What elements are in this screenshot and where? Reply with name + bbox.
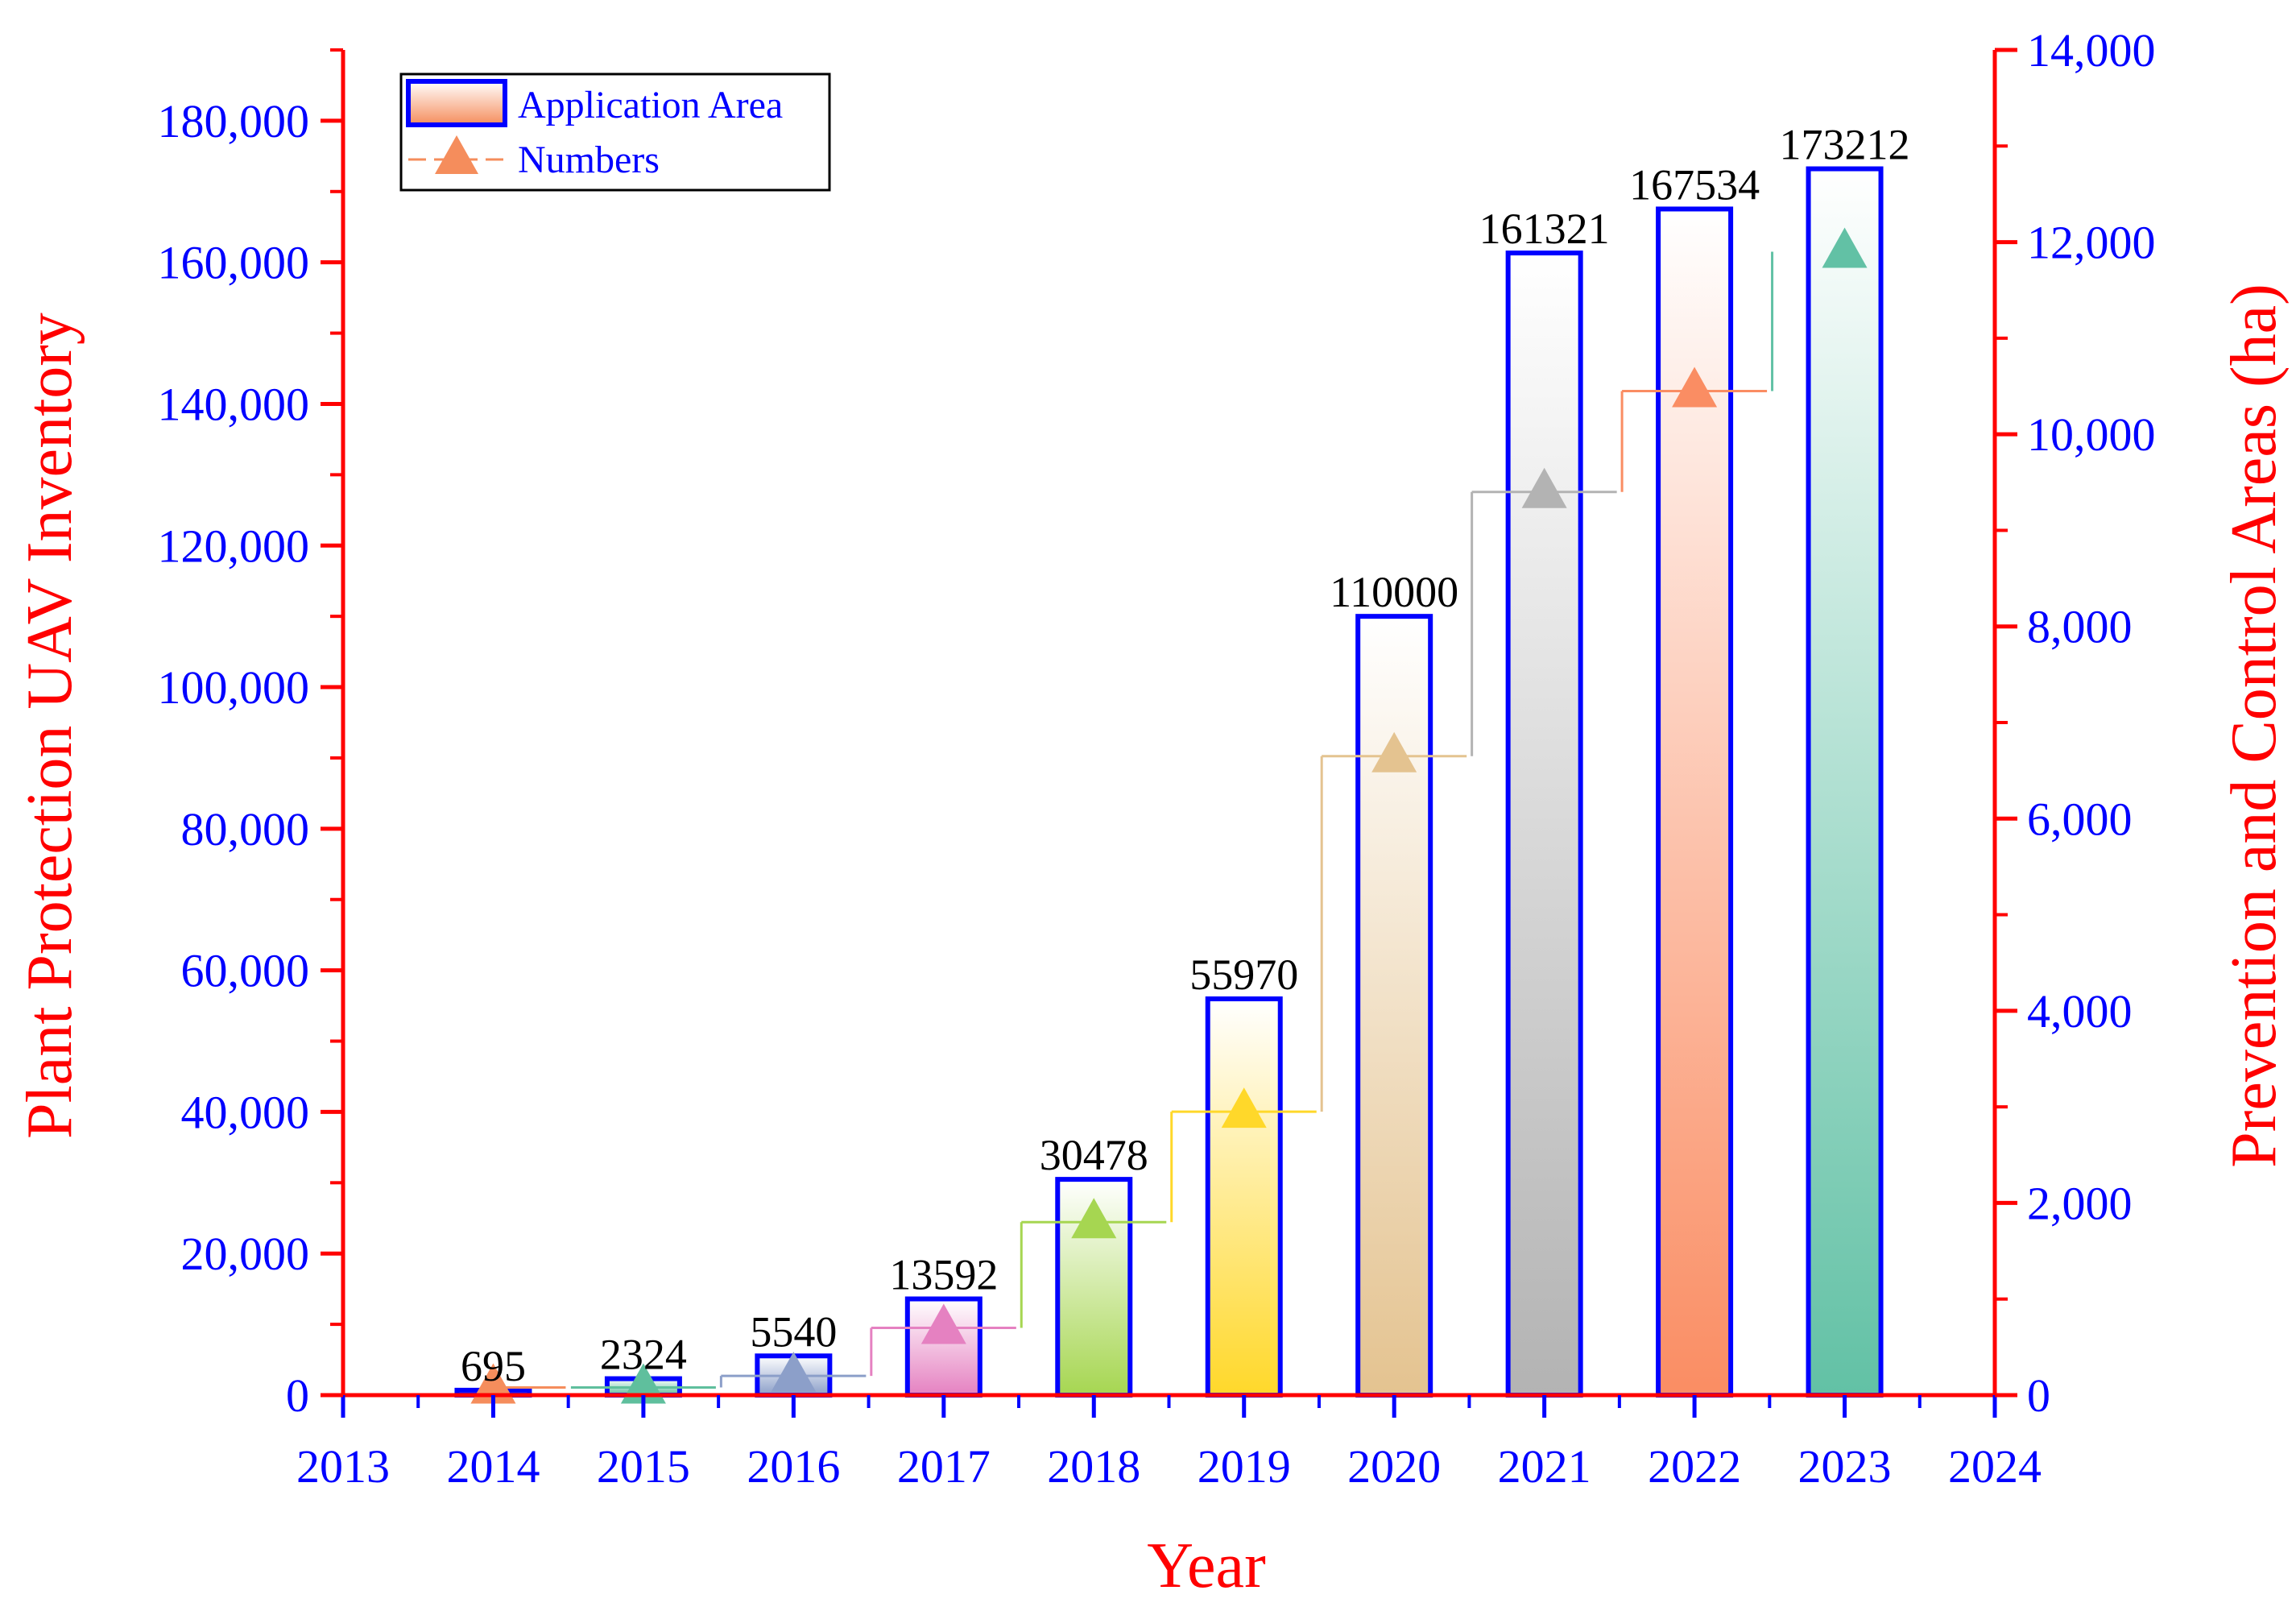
bar-label-2021: 161321 [1479, 205, 1610, 253]
x-tick-label-2015: 2015 [597, 1440, 690, 1493]
y-right-tick-label: 14,000 [2027, 24, 2156, 77]
y-right-tick-label: 6,000 [2027, 793, 2133, 845]
y-left-tick-label: 160,000 [158, 237, 310, 289]
y-left-tick-label: 40,000 [181, 1086, 310, 1138]
x-tick-label-2018: 2018 [1047, 1440, 1140, 1493]
y-right-tick-label: 0 [2027, 1369, 2050, 1422]
numbers-marker-2019 [1221, 1087, 1267, 1129]
y-left-tick-label: 120,000 [158, 520, 310, 572]
x-tick-label-2021: 2021 [1498, 1440, 1591, 1493]
y-left-tick-label: 20,000 [181, 1228, 310, 1280]
numbers-marker-2020 [1371, 731, 1417, 772]
x-tick-label-2017: 2017 [897, 1440, 991, 1493]
y-left-tick-label: 60,000 [181, 945, 310, 997]
bar-value-labels: 695 2324 5540 13592 30478 55970 110000 161321 16… [461, 121, 1910, 1390]
bar-2019 [1205, 996, 1283, 1398]
bar-label-2016: 5540 [750, 1307, 837, 1356]
numbers-marker-2017 [920, 1303, 966, 1344]
numbers-marker-2018 [1071, 1198, 1117, 1239]
bar-label-2014: 695 [461, 1342, 526, 1390]
legend-label-numbers: Numbers [518, 139, 660, 181]
bars [454, 166, 1884, 1398]
bar-2021 [1505, 251, 1583, 1398]
x-tick-label-2023: 2023 [1798, 1440, 1892, 1493]
bar-label-2017: 13592 [889, 1251, 998, 1299]
y-right-tick-label: 8,000 [2027, 601, 2133, 653]
y-left-tick-label: 180,000 [158, 95, 310, 147]
legend-marker-numbers [435, 135, 478, 174]
axes: 2013 2014 2015 2016 2017 2018 2019 2020 2021 2022… [158, 24, 2156, 1493]
legend-label-application-area: Application Area [518, 84, 783, 126]
y-left-tick-label: 140,000 [158, 378, 310, 430]
bar-label-2018: 30478 [1040, 1131, 1148, 1179]
x-tick-label-2022: 2022 [1648, 1440, 1741, 1493]
y-right-tick-label: 2,000 [2027, 1177, 2133, 1229]
x-tick-label-2019: 2019 [1198, 1440, 1291, 1493]
y-left-tick-label: 80,000 [181, 803, 310, 855]
x-tick-label-2024: 2024 [1948, 1440, 2042, 1493]
y-right-tick-label: 10,000 [2027, 408, 2156, 461]
bar-2023 [1806, 166, 1884, 1398]
numbers-marker-2023 [1822, 227, 1868, 268]
numbers-marker-2016 [771, 1352, 817, 1393]
x-tick-label-2016: 2016 [747, 1440, 840, 1493]
y-left-tick-label: 0 [286, 1369, 309, 1422]
numbers-marker-2022 [1672, 367, 1718, 408]
bar-label-2022: 167534 [1629, 160, 1760, 209]
y-right-tick-label: 4,000 [2027, 985, 2133, 1037]
y-axis-left-title: Plant Protection UAV Inventory [14, 313, 85, 1139]
x-axis-title: Year [1147, 1530, 1265, 1601]
bar-label-2015: 2324 [600, 1331, 687, 1379]
x-tick-label-2013: 2013 [296, 1440, 390, 1493]
y-axis-right-title: Prevention and Control Areas (ha) [2219, 284, 2290, 1168]
legend-swatch-application-area [406, 79, 507, 127]
y-right-tick-label: 12,000 [2027, 217, 2156, 269]
bar-label-2020: 110000 [1330, 568, 1458, 616]
bar-label-2023: 173212 [1780, 121, 1910, 169]
y-left-tick-label: 100,000 [158, 661, 310, 714]
x-tick-label-2020: 2020 [1347, 1440, 1441, 1493]
x-tick-label-2014: 2014 [446, 1440, 540, 1493]
bar-label-2019: 55970 [1189, 950, 1298, 999]
numbers-marker-2021 [1521, 467, 1567, 508]
legend: Application Area Numbers [399, 72, 831, 192]
